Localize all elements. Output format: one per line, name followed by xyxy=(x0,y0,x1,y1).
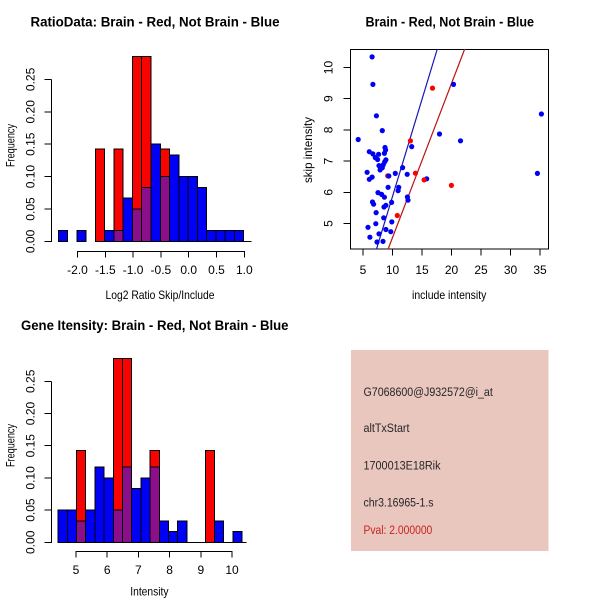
svg-text:7: 7 xyxy=(135,563,142,577)
svg-text:Frequency: Frequency xyxy=(4,124,18,167)
svg-text:Brain - Red, Not Brain - Blue: Brain - Red, Not Brain - Blue xyxy=(366,14,535,29)
svg-text:1.0: 1.0 xyxy=(236,263,253,277)
svg-text:0.20: 0.20 xyxy=(24,401,38,425)
svg-text:0.25: 0.25 xyxy=(24,369,38,393)
svg-text:0.10: 0.10 xyxy=(24,165,38,189)
svg-text:8: 8 xyxy=(322,126,336,133)
svg-text:Intensity: Intensity xyxy=(130,585,168,599)
svg-text:Gene Itensity: Brain - Red, No: Gene Itensity: Brain - Red, Not Brain - … xyxy=(21,318,289,333)
svg-text:8: 8 xyxy=(166,563,173,577)
svg-text:0.05: 0.05 xyxy=(24,498,38,522)
svg-text:0.05: 0.05 xyxy=(24,197,38,221)
svg-text:skip intensity: skip intensity xyxy=(301,117,315,183)
svg-text:-2.0: -2.0 xyxy=(67,263,88,277)
svg-text:1700013E18Rik: 1700013E18Rik xyxy=(364,458,442,472)
svg-text:0.5: 0.5 xyxy=(208,263,225,277)
svg-text:5: 5 xyxy=(322,220,336,227)
svg-text:0.20: 0.20 xyxy=(24,100,38,124)
svg-text:0.15: 0.15 xyxy=(24,434,38,458)
svg-text:Pval: 2.000000: Pval: 2.000000 xyxy=(364,523,433,537)
svg-text:30: 30 xyxy=(504,263,518,277)
svg-text:chr3.16965-1.s: chr3.16965-1.s xyxy=(364,496,434,510)
svg-text:-1.5: -1.5 xyxy=(95,263,116,277)
svg-text:15: 15 xyxy=(415,263,429,277)
svg-text:0.0: 0.0 xyxy=(180,263,197,277)
svg-text:RatioData: Brain - Red, Not Br: RatioData: Brain - Red, Not Brain - Blue xyxy=(31,14,280,29)
svg-text:10: 10 xyxy=(322,61,336,75)
svg-text:10: 10 xyxy=(225,563,239,577)
svg-text:6: 6 xyxy=(322,189,336,196)
svg-text:7: 7 xyxy=(322,157,336,164)
svg-text:9: 9 xyxy=(322,95,336,102)
svg-text:0.15: 0.15 xyxy=(24,132,38,156)
svg-text:10: 10 xyxy=(386,263,400,277)
svg-text:altTxStart: altTxStart xyxy=(364,421,411,435)
svg-text:0.25: 0.25 xyxy=(24,67,38,91)
svg-text:6: 6 xyxy=(104,563,111,577)
svg-text:-0.5: -0.5 xyxy=(151,263,172,277)
svg-text:5: 5 xyxy=(73,563,80,577)
svg-text:Frequency: Frequency xyxy=(4,424,18,467)
svg-text:5: 5 xyxy=(360,263,367,277)
svg-text:G7068600@J932572@i_at: G7068600@J932572@i_at xyxy=(364,385,494,399)
svg-text:25: 25 xyxy=(474,263,488,277)
svg-text:-1.0: -1.0 xyxy=(123,263,144,277)
svg-text:35: 35 xyxy=(533,263,547,277)
svg-text:include intensity: include intensity xyxy=(412,288,486,302)
svg-text:0.00: 0.00 xyxy=(24,229,38,253)
svg-text:20: 20 xyxy=(445,263,459,277)
svg-text:0.10: 0.10 xyxy=(24,466,38,490)
svg-text:0.00: 0.00 xyxy=(24,530,38,554)
svg-text:Log2 Ratio Skip/Include: Log2 Ratio Skip/Include xyxy=(106,288,215,302)
svg-text:9: 9 xyxy=(197,563,204,577)
